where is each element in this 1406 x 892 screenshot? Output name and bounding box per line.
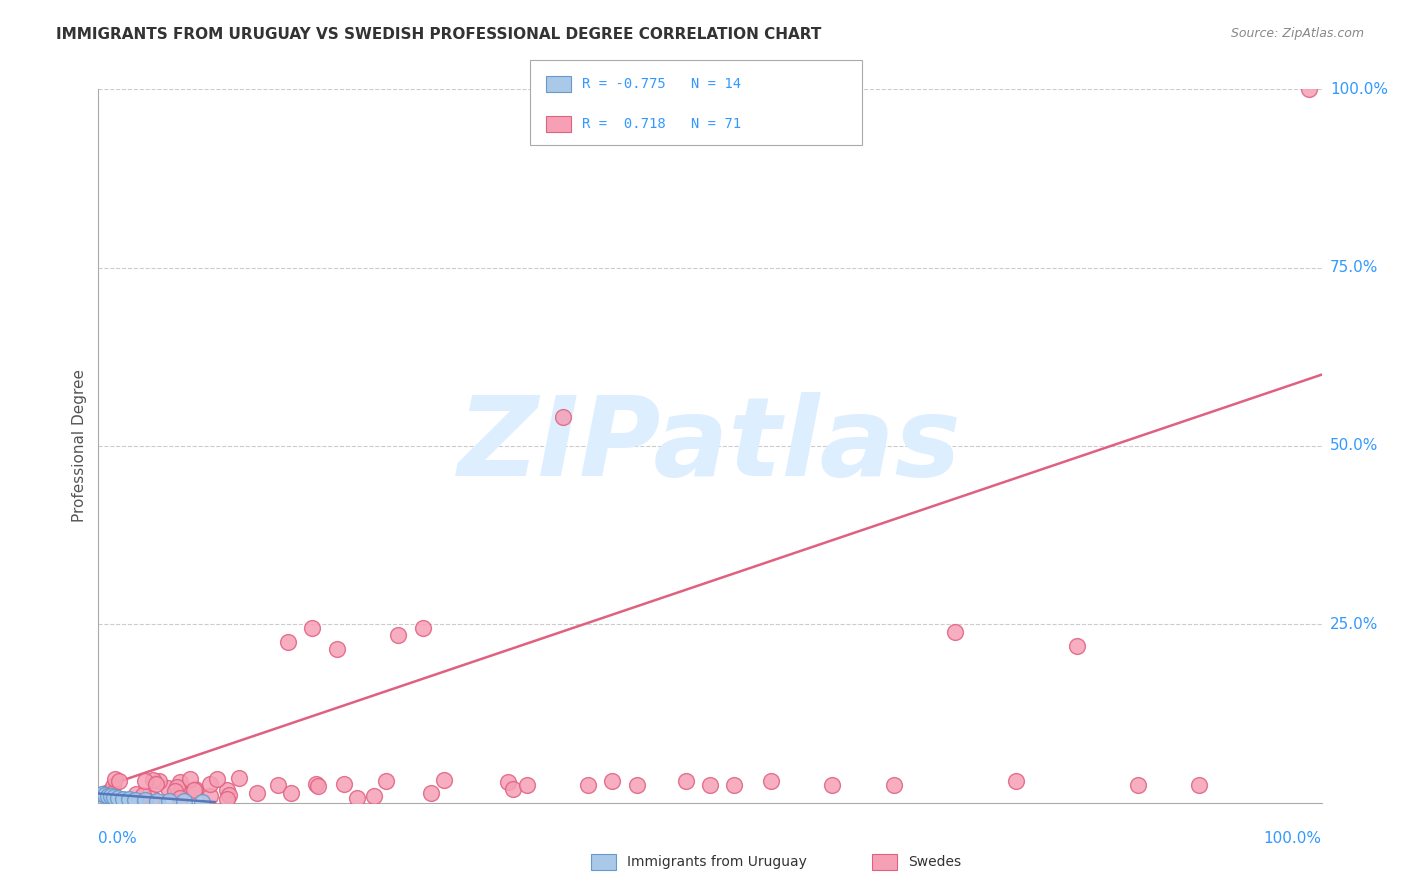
Point [277, 635, 299, 649]
Point [111, 791, 134, 805]
Point [600, 774, 623, 789]
Point [179, 772, 201, 786]
Point [1298, 82, 1320, 96]
Point [200, 789, 222, 803]
Point [761, 774, 783, 789]
Text: 100.0%: 100.0% [1330, 82, 1388, 96]
Point [387, 628, 409, 642]
Point [333, 777, 356, 791]
Point [502, 782, 524, 797]
Point [433, 772, 456, 787]
Point [107, 774, 129, 789]
Point [100, 789, 122, 804]
Point [170, 780, 193, 795]
Text: ZIPatlas: ZIPatlas [458, 392, 962, 500]
Point [228, 772, 250, 786]
Point [699, 778, 721, 792]
Point [91, 787, 114, 801]
Point [821, 778, 844, 792]
Point [1004, 774, 1026, 789]
Point [326, 642, 349, 657]
Point [246, 786, 269, 800]
Point [145, 777, 167, 791]
Point [305, 777, 328, 791]
Point [412, 621, 434, 635]
Point [301, 621, 323, 635]
Point [142, 772, 165, 787]
Point [883, 778, 905, 792]
Point [553, 410, 575, 425]
Point [169, 790, 191, 805]
Point [169, 775, 191, 789]
Text: Source: ZipAtlas.com: Source: ZipAtlas.com [1230, 27, 1364, 40]
Point [191, 795, 214, 809]
Point [346, 791, 368, 805]
Point [200, 777, 222, 791]
Text: 75.0%: 75.0% [1330, 260, 1378, 275]
Point [307, 779, 329, 793]
Point [1188, 778, 1211, 792]
Text: Swedes: Swedes [908, 855, 962, 869]
Point [146, 794, 169, 808]
Point [163, 784, 186, 798]
Text: 0.0%: 0.0% [98, 830, 138, 846]
Point [217, 783, 239, 797]
Point [166, 780, 188, 795]
Point [280, 786, 302, 800]
Point [266, 779, 288, 793]
Point [576, 778, 599, 792]
Point [141, 791, 163, 805]
Text: 50.0%: 50.0% [1330, 439, 1378, 453]
Point [375, 773, 398, 788]
Point [218, 788, 240, 802]
Text: R =  0.718   N = 71: R = 0.718 N = 71 [582, 117, 741, 131]
Point [93, 788, 115, 802]
Point [515, 778, 537, 792]
Point [207, 772, 229, 786]
Text: 100.0%: 100.0% [1264, 830, 1322, 846]
Point [1066, 639, 1088, 653]
Point [103, 779, 125, 793]
Point [100, 787, 122, 801]
Point [157, 780, 180, 795]
Point [125, 787, 148, 801]
Point [134, 793, 156, 807]
Point [723, 778, 745, 792]
Point [107, 790, 129, 805]
Point [124, 793, 146, 807]
Point [173, 794, 195, 808]
Text: 25.0%: 25.0% [1330, 617, 1378, 632]
Point [943, 624, 966, 639]
Y-axis label: Professional Degree: Professional Degree [72, 369, 87, 523]
Point [419, 785, 441, 799]
Text: Immigrants from Uruguay: Immigrants from Uruguay [627, 855, 807, 869]
Point [184, 782, 207, 797]
Point [1128, 778, 1150, 792]
Text: R = -0.775   N = 14: R = -0.775 N = 14 [582, 77, 741, 91]
Point [363, 789, 385, 803]
Point [157, 794, 180, 808]
Point [496, 774, 519, 789]
Point [97, 789, 120, 803]
Point [183, 783, 205, 797]
Point [626, 778, 648, 792]
Text: IMMIGRANTS FROM URUGUAY VS SWEDISH PROFESSIONAL DEGREE CORRELATION CHART: IMMIGRANTS FROM URUGUAY VS SWEDISH PROFE… [56, 27, 821, 42]
Point [132, 788, 155, 802]
Point [118, 792, 141, 806]
Point [134, 774, 156, 789]
Point [104, 772, 127, 786]
Point [217, 792, 239, 806]
Point [675, 774, 697, 789]
Point [103, 790, 125, 805]
Point [148, 774, 170, 789]
